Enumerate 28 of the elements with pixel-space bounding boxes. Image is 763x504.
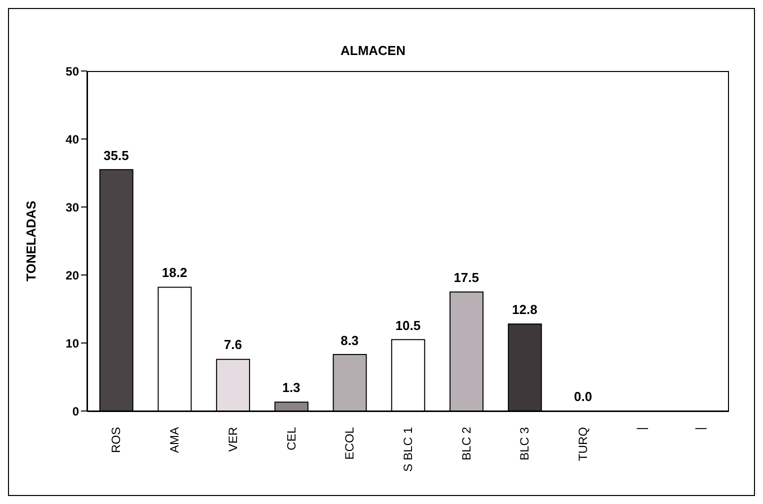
data-label: 35.5 [102, 148, 130, 163]
x-tick-label: TURQ [576, 427, 590, 461]
x-tick-label: BLC 3 [518, 426, 532, 460]
data-label: 7.6 [222, 337, 243, 352]
y-axis-title: TONELADAS [24, 200, 39, 282]
x-tick-label: VER [226, 426, 240, 452]
x-tick-label: BLC 2 [459, 426, 474, 460]
data-label: 12.8 [511, 302, 538, 317]
x-tick-label: ROS [109, 427, 124, 454]
y-tick-label: 20 [66, 268, 80, 282]
x-tick-label: ECOL [342, 426, 357, 460]
data-label: 8.3 [340, 332, 360, 348]
y-tick-label: 10 [66, 336, 80, 350]
y-tick-label: 0 [72, 404, 80, 418]
x-tick-label: AMA [168, 427, 182, 454]
data-label: 10.5 [394, 318, 422, 333]
x-tick-label: | [692, 427, 707, 430]
data-label: 17.5 [452, 270, 480, 285]
y-tick-label: 50 [66, 64, 80, 78]
y-tick-label: 30 [66, 200, 80, 214]
data-label: 0.0 [573, 389, 594, 404]
x-tick-label: | [634, 427, 648, 430]
data-label: 18.2 [160, 265, 188, 280]
x-tick-label: CEL [284, 426, 298, 450]
data-label: 1.3 [281, 380, 302, 396]
chart-title: ALMACEN [340, 43, 406, 58]
y-tick-label: 40 [66, 132, 80, 146]
x-tick-label: S BLC 1 [401, 426, 415, 472]
